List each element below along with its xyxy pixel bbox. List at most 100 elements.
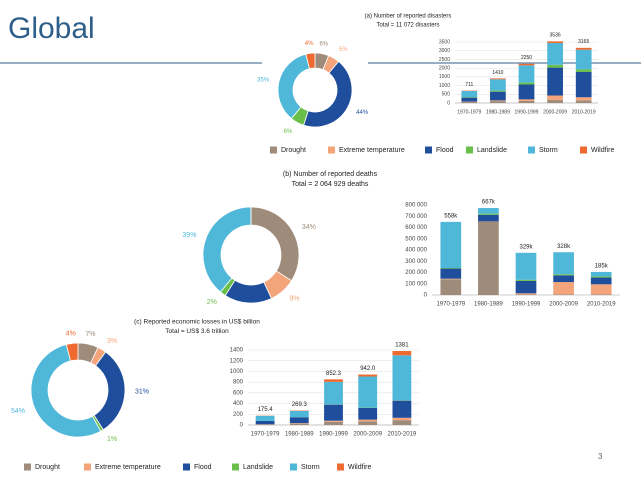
slide-title: Global [8,12,95,45]
bar-segment [461,97,478,98]
y-tick-label: 400 [233,401,244,407]
chart-subtitle: Total = 2 064 929 deaths [292,181,369,188]
bar-segment [553,275,574,283]
x-tick-label: 1980-1989 [474,302,503,308]
legend-swatch [466,146,473,154]
chart-subtitle: Total = 11 072 disasters [376,23,439,29]
y-tick-label: 400 000 [405,248,427,254]
value-label: 1% [107,436,117,443]
legend-label: Extreme temperature [95,464,161,471]
bar-segment [289,417,309,424]
x-tick-label: 2010-2019 [572,109,596,115]
page-number: 3 [598,452,603,461]
y-tick-label: 1200 [230,358,244,364]
value-label: 2% [207,299,217,306]
bar-segment [392,355,412,401]
x-tick-label: 1980-1989 [285,432,314,438]
bar-segment [547,43,563,65]
bar-segment [547,100,563,103]
bar-segment [575,69,592,72]
bar-segment [461,101,478,103]
bar-segment [547,41,563,44]
bar-segment [518,65,535,83]
x-tick-label: 2010-2019 [388,432,417,438]
bar-segment [440,279,462,295]
bar-segment [478,208,499,214]
bar-segment [478,214,499,222]
bar-segment [324,379,343,382]
bar-segment [590,276,612,278]
bar-segment [575,49,592,70]
bar-segment [518,63,535,66]
total-label: 328k [557,244,571,250]
legend-swatch [580,146,587,154]
bar-segment [515,279,537,281]
bar-segment [392,417,412,421]
y-tick-label: 0 [424,293,428,299]
y-tick-label: 600 000 [405,225,427,231]
total-label: 667k [482,200,496,206]
bar-segment [553,294,574,295]
y-tick-label: 500 [442,92,451,98]
bar-segment [518,82,535,85]
y-tick-label: 0 [240,423,244,429]
bar-segment [358,419,378,422]
bar-segment [547,64,563,68]
value-label: 54% [11,408,25,415]
bar-segment [515,280,537,294]
value-label: 9% [289,295,299,302]
chart-title: (c) Reported economic losses in US$ bill… [134,319,260,326]
total-label: 185k [595,264,609,270]
legend-swatch [337,463,344,471]
x-tick-label: 1980-1989 [486,109,510,115]
legend-swatch [84,463,91,471]
bar-segment [515,293,537,295]
bar-segment [575,97,592,101]
bar-segment [553,252,574,275]
y-tick-label: 700 000 [405,214,427,220]
value-label: 44% [356,110,369,116]
y-tick-label: 600 [233,390,244,396]
y-tick-label: 1000 [439,83,450,89]
x-tick-label: 2010-2019 [587,302,616,308]
y-tick-label: 1000 [230,369,244,375]
bar-segment [590,271,612,277]
total-label: 2250 [521,55,532,61]
total-label: 3536 [550,33,561,39]
legend-swatch [270,146,277,154]
donut-segment [303,60,353,128]
value-label: 6% [284,129,293,135]
bar-segment [490,90,506,92]
bar-segment [490,91,506,101]
legend-label: Landslide [477,147,507,154]
chart-title: (a) Number of reported disasters [365,14,452,20]
legend-label: Wildfire [591,147,614,154]
y-tick-label: 1400 [230,348,244,354]
x-tick-label: 1990-1999 [512,302,541,308]
bar-segment [255,415,275,421]
y-tick-label: 3000 [439,48,450,54]
bar-segment [515,294,537,295]
value-label: 6% [319,41,328,47]
total-label: 942.0 [360,366,376,372]
legend-swatch [232,463,239,471]
x-tick-label: 1970-1979 [457,109,481,115]
bar-segment [358,407,378,420]
bar-segment [255,424,275,425]
legend-swatch [24,463,31,471]
bar-segment [518,99,535,101]
bar-segment [518,84,535,100]
bar-segment [324,404,343,421]
legend-label: Storm [539,147,558,154]
bar-segment [461,90,478,98]
bar-segment [478,221,499,295]
x-tick-label: 2000-2009 [353,432,382,438]
bar-segment [289,410,309,418]
bar-segment [289,423,309,425]
total-label: 558k [444,213,458,219]
bar-segment [518,100,535,103]
bar-segment [575,100,592,103]
total-label: 175.4 [258,407,274,413]
bar-segment [440,268,462,279]
